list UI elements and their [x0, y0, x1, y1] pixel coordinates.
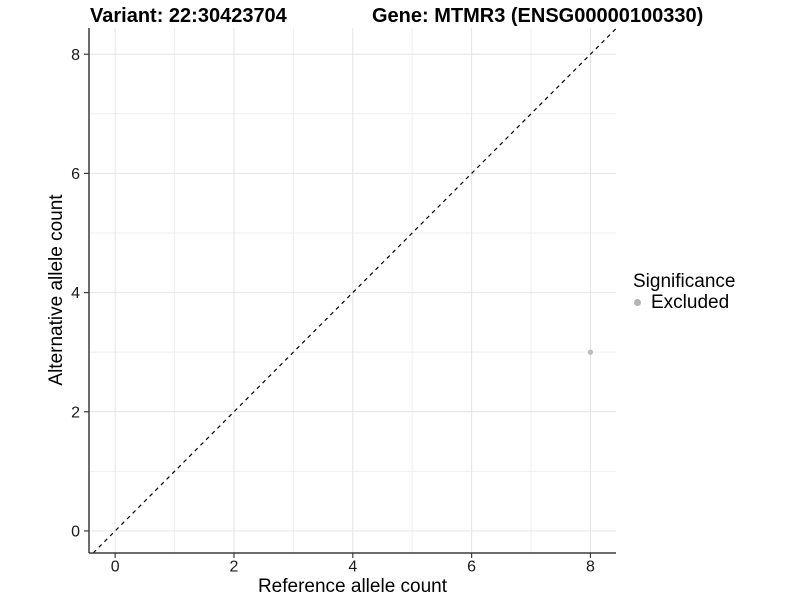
- y-tick-label: 8: [71, 47, 80, 64]
- variant-title: Variant: 22:30423704: [90, 5, 287, 27]
- legend-key-dot-icon: [634, 299, 641, 306]
- legend-item-label: Excluded: [651, 292, 730, 313]
- x-tick-label: 0: [111, 558, 120, 575]
- x-tick-label: 2: [230, 558, 239, 575]
- data-point: [587, 349, 594, 355]
- x-tick-label: 6: [467, 558, 476, 575]
- identity-line: [92, 28, 617, 554]
- y-tick-label: 6: [71, 166, 80, 183]
- x-tick-label: 4: [348, 558, 357, 575]
- y-tick-label: 2: [71, 404, 80, 421]
- x-tick-label: 8: [586, 558, 595, 575]
- x-axis-title: Reference allele count: [257, 576, 448, 597]
- y-axis-title: Alternative allele count: [46, 194, 67, 386]
- legend-item-excluded: Excluded: [633, 293, 735, 312]
- legend: Significance Excluded: [633, 271, 735, 312]
- y-tick-label: 4: [71, 285, 80, 302]
- legend-title: Significance: [633, 271, 736, 292]
- gene-title: Gene: MTMR3 (ENSG00000100330): [372, 5, 704, 27]
- y-tick-label: 0: [71, 524, 80, 541]
